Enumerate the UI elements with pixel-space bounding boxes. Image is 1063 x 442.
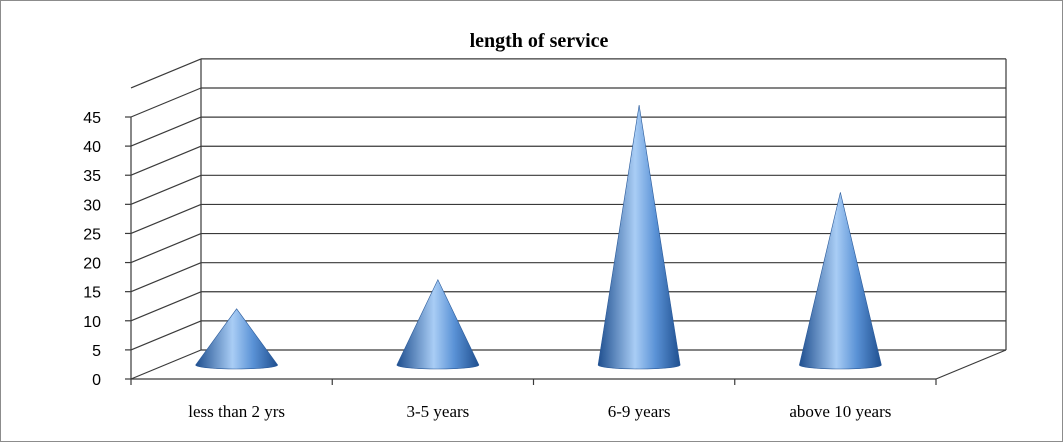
- y-tick-label: 0: [92, 372, 101, 389]
- floor-right-edge: [935, 349, 1007, 380]
- y-tick-label: 25: [83, 226, 101, 243]
- y-tick-label: 20: [83, 256, 101, 273]
- gridline: [130, 262, 1006, 293]
- gridline: [130, 58, 1006, 89]
- x-tick-label: 3-5 years: [406, 402, 469, 421]
- y-tick-label: 15: [83, 285, 101, 302]
- cone-mark: [396, 278, 480, 370]
- cone-mark: [799, 192, 882, 370]
- gridline: [130, 174, 1006, 205]
- gridlines: [130, 58, 1007, 380]
- gridline: [130, 116, 1006, 147]
- y-tick-label: 45: [83, 110, 101, 127]
- gridline: [130, 291, 1006, 322]
- y-tick-label: 30: [83, 197, 101, 214]
- cone-mark: [195, 308, 278, 370]
- y-tick-label: 10: [83, 314, 101, 331]
- cone-body: [195, 308, 278, 370]
- cones: [195, 104, 882, 370]
- y-tick-label: 40: [83, 139, 101, 156]
- y-tick-label: 35: [83, 168, 101, 185]
- x-tick-label: 6-9 years: [608, 402, 671, 421]
- x-axis-ticks: less than 2 yrs 3-5 years 6-9 years above 1…: [130, 379, 937, 421]
- chart-title: length of service: [470, 30, 609, 52]
- gridline: [130, 87, 1006, 118]
- cone-body: [597, 104, 681, 370]
- gridline: [130, 145, 1006, 176]
- gridline: [130, 320, 1006, 351]
- cone-mark: [597, 104, 681, 370]
- cone-body: [396, 278, 480, 370]
- x-tick-label: less than 2 yrs: [188, 402, 285, 421]
- y-tick-label: 5: [92, 343, 101, 360]
- gridline: [130, 203, 1006, 234]
- cone-body: [799, 192, 882, 370]
- y-axis-ticks: 0 5 10 15 20 25 30 35 40 45: [83, 110, 131, 389]
- x-tick-label: above 10 years: [789, 402, 891, 421]
- gridline: [130, 232, 1006, 264]
